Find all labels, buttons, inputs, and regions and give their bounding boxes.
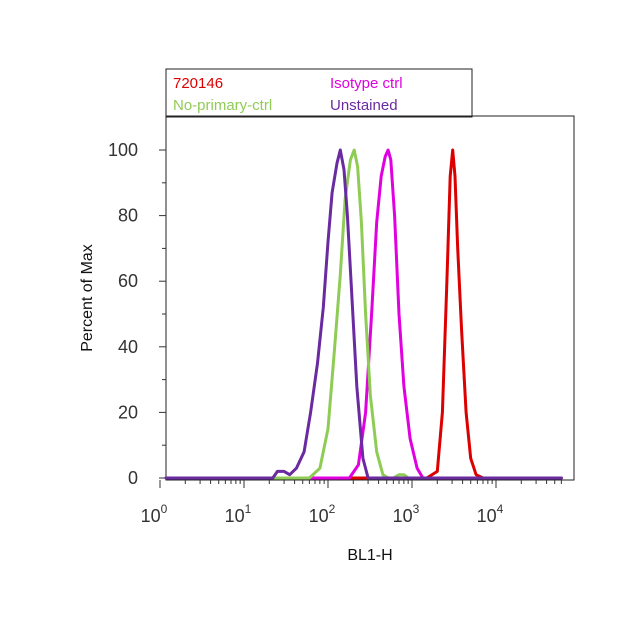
legend-entry-unstained: Unstained: [330, 97, 398, 114]
y-tick-label: 20: [118, 402, 138, 422]
y-tick-label: 60: [118, 271, 138, 291]
y-tick-label: 80: [118, 206, 138, 226]
series-line-720146: [164, 148, 563, 480]
y-axis: 0 20 40 60 80 100: [108, 140, 166, 488]
y-tick-label: 40: [118, 337, 138, 357]
x-tick-label: 103: [393, 502, 420, 526]
series-group: [164, 148, 563, 480]
x-tick-label: 102: [309, 502, 336, 526]
series-line-unstained: [164, 148, 563, 480]
legend-box: [165, 68, 473, 118]
x-tick-label: 100: [141, 502, 168, 526]
legend-entry-no-primary-ctrl: No-primary-ctrl: [173, 97, 272, 114]
legend: 720146 Isotype ctrl No-primary-ctrl Unst…: [165, 68, 473, 118]
x-axis-title: BL1-H: [347, 547, 392, 564]
y-axis-title: Percent of Max: [79, 244, 96, 352]
x-tick-label: 101: [225, 502, 252, 526]
y-tick-label: 100: [108, 140, 138, 160]
series-line-isotype-ctrl: [164, 148, 563, 480]
legend-entry-720146: 720146: [173, 75, 223, 92]
legend-entry-isotype-ctrl: Isotype ctrl: [330, 75, 403, 92]
plot-area: [165, 115, 575, 481]
y-tick-label: 0: [128, 468, 138, 488]
x-axis: 100 101 102 103 104: [141, 480, 562, 526]
x-tick-label: 104: [477, 502, 504, 526]
series-line-no-primary-ctrl: [164, 148, 563, 480]
